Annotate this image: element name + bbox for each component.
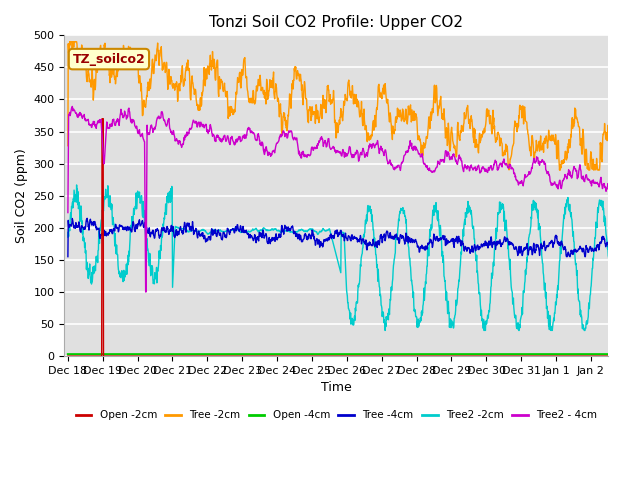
Title: Tonzi Soil CO2 Profile: Upper CO2: Tonzi Soil CO2 Profile: Upper CO2 (209, 15, 463, 30)
Y-axis label: Soil CO2 (ppm): Soil CO2 (ppm) (15, 148, 28, 243)
X-axis label: Time: Time (321, 382, 352, 395)
Text: TZ_soilco2: TZ_soilco2 (72, 53, 145, 66)
Legend: Open -2cm, Tree -2cm, Open -4cm, Tree -4cm, Tree2 -2cm, Tree2 - 4cm: Open -2cm, Tree -2cm, Open -4cm, Tree -4… (72, 406, 601, 425)
